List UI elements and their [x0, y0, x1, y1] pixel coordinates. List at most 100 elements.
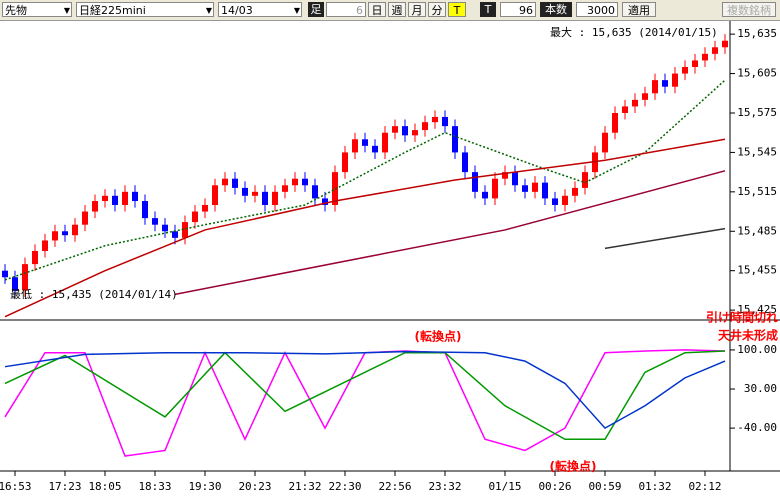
candle-body	[682, 66, 688, 74]
candle-body	[22, 264, 28, 291]
candle-body	[482, 191, 488, 199]
moving-average	[4, 79, 726, 281]
multi-button[interactable]: 複数銘柄	[722, 2, 776, 17]
symbol-select[interactable]: 日経225mini	[76, 2, 214, 18]
candle-body	[112, 195, 118, 205]
candle-body	[202, 204, 208, 212]
candle-body	[552, 198, 558, 205]
candle-body	[232, 178, 238, 188]
x-tick-label: 01:32	[638, 480, 671, 493]
candle-body	[462, 152, 468, 173]
candle-body	[192, 211, 198, 223]
y-tick-label: -40.00	[737, 421, 777, 434]
month-button[interactable]: 月	[408, 2, 426, 17]
moving-average	[4, 138, 726, 318]
candle-body	[272, 191, 278, 205]
annotation: 最大 : 15,635 (2014/01/15)	[550, 25, 718, 39]
candle-body	[452, 126, 458, 153]
candle-body	[562, 195, 568, 205]
candle-body	[572, 187, 578, 196]
contract-select[interactable]: 14/03	[218, 2, 302, 18]
day-button[interactable]: 日	[368, 2, 386, 17]
candle-body	[392, 126, 398, 133]
x-tick-label: 23:32	[428, 480, 461, 493]
moving-average	[604, 227, 726, 250]
candle-body	[502, 172, 508, 179]
y-tick-label: 15,605	[737, 67, 777, 80]
tick-count-input[interactable]: 96	[500, 2, 536, 17]
candle-body	[612, 112, 618, 133]
y-tick-label: 15,635	[737, 27, 777, 40]
candle-body	[582, 172, 588, 188]
candle-body	[382, 132, 388, 153]
candle-body	[172, 231, 178, 238]
candle-body	[162, 224, 168, 232]
candle-body	[422, 122, 428, 131]
y-tick-label: 15,485	[737, 224, 777, 237]
candle-body	[32, 250, 38, 265]
candle-body	[82, 211, 88, 225]
candle-body	[442, 116, 448, 127]
x-tick-label: 22:30	[328, 480, 361, 493]
candle-body	[222, 178, 228, 186]
background	[0, 21, 780, 500]
candle-body	[62, 231, 68, 236]
x-tick-label: 21:32	[288, 480, 321, 493]
candle-body	[622, 106, 628, 113]
candle-body	[92, 201, 98, 212]
candle-body	[12, 277, 18, 291]
x-tick-label: 19:30	[188, 480, 221, 493]
candle-body	[122, 191, 128, 205]
moving-average	[174, 170, 726, 296]
minutes-input[interactable]: 6	[326, 2, 366, 17]
y-tick-label: 30.00	[744, 382, 777, 395]
week-button[interactable]: 週	[388, 2, 406, 17]
candle-body	[352, 139, 358, 153]
x-tick-label: 02:12	[688, 480, 721, 493]
annotation: 引け時間切れ	[706, 310, 778, 325]
annotation: (転換点)	[415, 329, 462, 344]
candle-body	[402, 126, 408, 136]
apply-button[interactable]: 適用	[622, 2, 656, 17]
candle-body	[652, 80, 658, 94]
candle-body	[712, 47, 718, 54]
y-tick-label: 15,455	[737, 264, 777, 277]
candle-body	[72, 224, 78, 236]
candle-body	[532, 182, 538, 192]
candle-body	[262, 191, 268, 205]
candle-body	[542, 182, 548, 199]
tick-button[interactable]: T	[448, 2, 466, 17]
candle-body	[372, 145, 378, 153]
chart: 15,635 15,605 15,575 15,545 15,515 15,485 15,4…	[0, 21, 780, 500]
x-tick-label: 18:33	[138, 480, 171, 493]
candle-body	[52, 231, 58, 241]
x-tick-label: 20:23	[238, 480, 271, 493]
candle-body	[662, 80, 668, 87]
oscillator-line	[4, 350, 726, 430]
x-tick-label: 01/15	[488, 480, 521, 493]
count-label: 本数	[540, 2, 572, 17]
minute-button[interactable]: 分	[428, 2, 446, 17]
x-tick-label: 16:53	[0, 480, 32, 493]
y-tick-label: 15,425	[737, 303, 777, 316]
x-tick-label: 22:56	[378, 480, 411, 493]
candle-body	[302, 178, 308, 186]
candle-body	[522, 185, 528, 192]
annotation: (転換点)	[550, 459, 597, 474]
candle-body	[132, 191, 138, 202]
candle-body	[102, 195, 108, 202]
candle-body	[242, 187, 248, 196]
y-tick-label: 15,515	[737, 185, 777, 198]
candle-body	[512, 172, 518, 186]
candle-body	[252, 191, 258, 196]
market-select[interactable]: 先物	[2, 2, 72, 18]
candle-body	[632, 99, 638, 107]
candle-body	[42, 240, 48, 251]
count-input[interactable]: 3000	[576, 2, 618, 17]
annotation: 最低 : 15,435 (2014/01/14)	[10, 288, 178, 301]
y-tick-label: 100.00	[737, 343, 777, 356]
x-tick-label: 17:23	[48, 480, 81, 493]
candle-body	[322, 198, 328, 205]
candle-body	[342, 152, 348, 173]
